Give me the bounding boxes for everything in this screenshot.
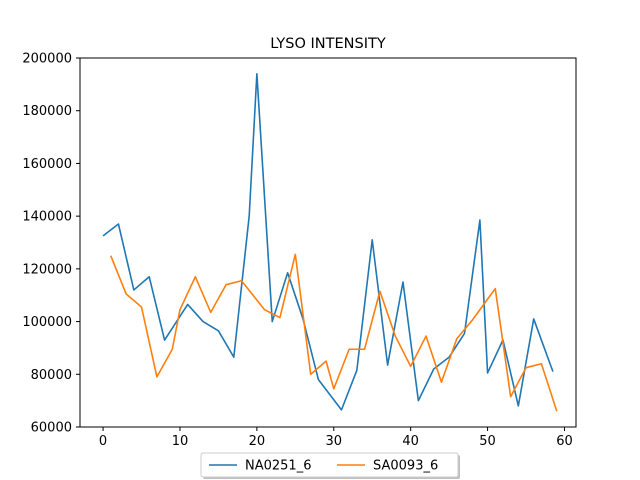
y-tick-label: 180000 xyxy=(22,104,72,119)
plot-lines xyxy=(102,73,558,412)
y-tick-label: 100000 xyxy=(22,315,72,330)
x-tick-label: 40 xyxy=(402,434,419,449)
legend-box xyxy=(200,452,459,478)
y-tick-label: 160000 xyxy=(22,157,72,172)
legend: NA0251_6 SA0093_6 xyxy=(200,452,460,479)
series-line-1 xyxy=(110,253,558,412)
x-tick-label: 50 xyxy=(479,434,496,449)
y-tick-label: 200000 xyxy=(22,52,72,67)
legend-label-1: SA0093_6 xyxy=(373,459,438,474)
x-tick-label: 20 xyxy=(249,434,266,449)
legend-label-0: NA0251_6 xyxy=(245,459,311,474)
y-tick-label: 60000 xyxy=(31,421,72,436)
y-tick-label: 140000 xyxy=(22,210,72,225)
y-tick-label: 80000 xyxy=(31,368,72,383)
chart-title: LYSO INTENSITY xyxy=(270,36,386,52)
y-axis: 60000 80000 100000 120000 140000 160000 180000… xyxy=(22,52,80,436)
series-line-0 xyxy=(102,73,554,411)
x-axis: 0 10 20 30 40 50 60 xyxy=(99,427,573,449)
y-tick-label: 120000 xyxy=(22,262,72,277)
x-tick-label: 0 xyxy=(99,434,107,449)
plot-frame xyxy=(79,57,577,428)
x-tick-label: 60 xyxy=(556,434,573,449)
x-tick-label: 30 xyxy=(325,434,342,449)
x-tick-label: 10 xyxy=(172,434,189,449)
